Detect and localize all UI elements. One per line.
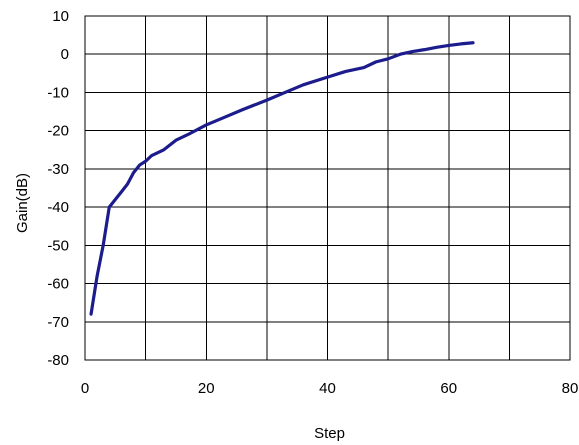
y-tick-label: -60 xyxy=(47,276,69,293)
x-tick-label: 80 xyxy=(562,380,579,397)
series-line-1 xyxy=(89,41,475,316)
y-tick-label: -80 xyxy=(47,352,69,369)
x-tick-label: 0 xyxy=(81,380,89,397)
y-tick-label: -70 xyxy=(47,314,69,331)
y-axis-tick-labels: 10 0 -10 -20 -30 -40 -50 -60 -70 -80 xyxy=(47,8,69,369)
y-tick-label: 10 xyxy=(52,8,69,25)
y-tick-label: -20 xyxy=(47,123,69,140)
x-tick-label: 20 xyxy=(198,380,215,397)
x-tick-label: 60 xyxy=(440,380,457,397)
x-axis-tick-labels: 0 20 40 60 80 xyxy=(81,380,579,397)
y-tick-label: -10 xyxy=(47,84,69,101)
x-tick-label: 40 xyxy=(319,380,336,397)
y-tick-label: -30 xyxy=(47,161,69,178)
x-axis-title: Step xyxy=(314,425,345,442)
y-tick-label: -50 xyxy=(47,237,69,254)
y-tick-label: 0 xyxy=(61,46,69,63)
series-layer xyxy=(89,41,475,316)
plot-area-frame xyxy=(84,15,571,361)
grid xyxy=(85,16,570,360)
y-axis-title: Gain(dB) xyxy=(14,173,31,233)
y-tick-label: -40 xyxy=(47,199,69,216)
